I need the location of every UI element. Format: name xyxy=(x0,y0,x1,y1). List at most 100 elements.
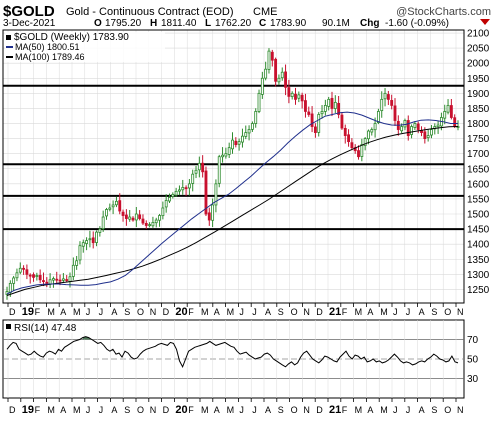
candle xyxy=(436,120,440,134)
price-y-tick-label: 1850 xyxy=(467,104,490,115)
x-tick-label: O xyxy=(291,307,298,317)
x-tick-label: A xyxy=(419,307,425,317)
candle xyxy=(456,120,460,131)
x-tick-label: J xyxy=(99,405,104,415)
candle xyxy=(257,89,261,114)
x-tick-label: A xyxy=(111,307,117,317)
rsi-y-tick-label: 70 xyxy=(467,335,479,346)
candle xyxy=(277,74,281,85)
x-tick-label: J xyxy=(239,307,244,317)
candle xyxy=(214,179,218,213)
x-tick-label: J xyxy=(252,307,257,317)
candle xyxy=(234,137,238,148)
candle xyxy=(105,207,108,220)
x-tick-label: A xyxy=(111,405,117,415)
candle xyxy=(191,169,195,192)
candle xyxy=(254,108,258,128)
candle xyxy=(250,121,254,132)
candle xyxy=(81,239,85,253)
x-tick-label: A xyxy=(265,405,271,415)
x-tick-label: N xyxy=(150,307,157,317)
candlesticks xyxy=(5,48,460,300)
open-value: 1795.20 xyxy=(105,18,142,29)
candle xyxy=(51,276,55,288)
x-tick-label: J xyxy=(252,405,257,415)
candle xyxy=(85,237,89,251)
candle xyxy=(287,79,291,104)
candle xyxy=(15,268,19,282)
rsi-y-axis: 30 50 70 xyxy=(467,335,479,385)
x-tick-label: 21 xyxy=(329,306,341,318)
candle xyxy=(443,104,447,125)
candle xyxy=(430,124,433,139)
candle xyxy=(18,262,22,275)
candle xyxy=(171,192,175,199)
candle xyxy=(410,124,414,139)
volume-value: 90.1M xyxy=(322,18,350,29)
candle xyxy=(151,216,155,228)
watermark: @StockCharts.com xyxy=(396,6,491,18)
x-tick-label: M xyxy=(227,405,235,415)
candle xyxy=(327,96,331,111)
candle xyxy=(12,275,16,291)
x-tick-label: O xyxy=(137,307,144,317)
x-tick-label: M xyxy=(73,307,81,317)
candle xyxy=(55,271,59,285)
x-tick-label: A xyxy=(419,405,425,415)
candle xyxy=(204,166,208,217)
legend-ma50: MA(50) 1800.51 xyxy=(15,42,80,52)
candle xyxy=(337,95,341,119)
candle xyxy=(42,272,45,287)
candle xyxy=(154,217,158,228)
x-tick-label: M xyxy=(47,307,55,317)
candle xyxy=(118,193,122,215)
high-value: 1811.40 xyxy=(161,18,197,29)
x-tick-label: 19 xyxy=(22,306,34,318)
x-tick-label: A xyxy=(60,405,66,415)
candle xyxy=(148,222,152,228)
candle xyxy=(28,273,32,284)
x-tick-label: D xyxy=(9,405,16,415)
rsi-y-tick-label: 50 xyxy=(467,355,479,366)
candle xyxy=(383,88,387,107)
x-tick-label: N xyxy=(457,307,464,317)
candle xyxy=(323,99,327,116)
candle xyxy=(244,125,248,140)
x-tick-label: M xyxy=(201,307,209,317)
x-tick-label: O xyxy=(291,405,298,415)
price-y-tick-label: 1750 xyxy=(467,134,490,145)
x-tick-label: N xyxy=(303,307,310,317)
candle xyxy=(297,91,301,103)
candle xyxy=(168,193,171,204)
candle xyxy=(264,61,268,81)
x-tick-label: M xyxy=(227,307,235,317)
candle xyxy=(35,272,39,281)
candle xyxy=(194,166,198,179)
candle xyxy=(45,277,49,288)
legend-rsi: RSI(14) 47.48 xyxy=(14,323,77,334)
x-tick-label: S xyxy=(431,307,437,317)
x-tick-label: F xyxy=(342,307,348,317)
candle xyxy=(121,209,125,222)
candle xyxy=(267,48,271,74)
candle xyxy=(347,129,350,147)
candle xyxy=(217,154,221,188)
candle xyxy=(161,201,165,220)
candle xyxy=(61,273,65,283)
chg-down-icon xyxy=(480,19,490,25)
x-tick-label: A xyxy=(265,307,271,317)
rsi-line xyxy=(6,336,459,369)
ma50-line xyxy=(6,111,458,295)
candle xyxy=(270,49,274,67)
price-y-tick-label: 1250 xyxy=(467,285,490,296)
x-tick-label: O xyxy=(444,405,451,415)
close-value: 1783.90 xyxy=(270,18,307,29)
x-tick-label: A xyxy=(367,307,373,317)
price-y-tick-label: 1600 xyxy=(467,179,490,190)
candle xyxy=(65,275,69,283)
x-tick-label: O xyxy=(444,307,451,317)
x-tick-label: S xyxy=(431,405,437,415)
open-label: O xyxy=(94,18,102,29)
x-tick-label: M xyxy=(201,405,209,415)
candle xyxy=(420,126,423,137)
